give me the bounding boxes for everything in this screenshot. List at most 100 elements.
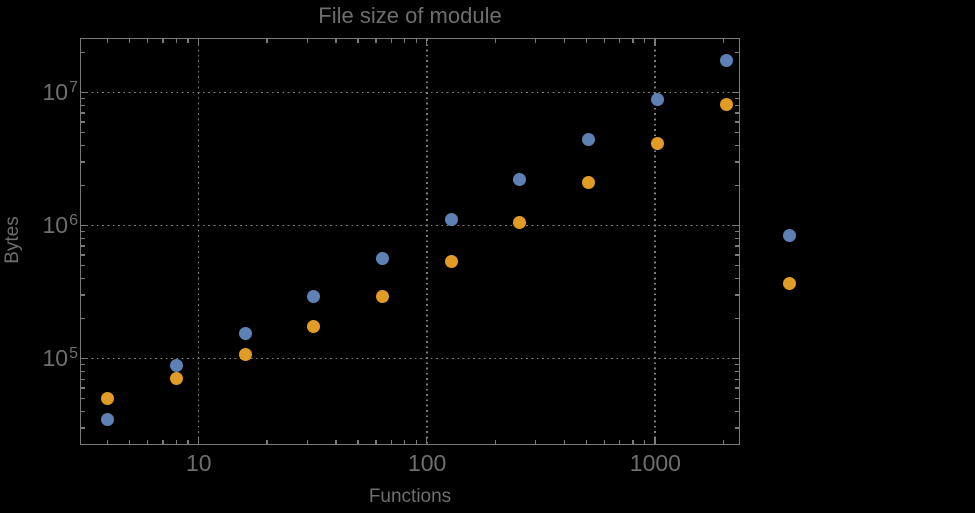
y-minor-tick-left: [81, 230, 85, 233]
chart-title: File size of module: [318, 3, 502, 28]
x-minor-tick-bottom: [643, 440, 646, 444]
x-minor-tick-top: [723, 39, 725, 43]
data-point-series-2-orange: [513, 216, 527, 230]
x-gridline: [425, 39, 428, 444]
x-minor-tick-bottom: [335, 440, 337, 444]
y-major-tick-right: [732, 224, 739, 227]
x-minor-tick-bottom: [266, 440, 268, 444]
x-major-tick-bottom: [426, 437, 428, 444]
x-minor-tick-top: [357, 39, 359, 43]
data-point-series-1-blue: [101, 412, 115, 426]
y-minor-tick-left: [81, 317, 85, 320]
y-minor-tick-left: [81, 387, 85, 389]
x-tick-label: 1000: [629, 450, 681, 476]
x-minor-tick-bottom: [175, 440, 177, 444]
y-major-tick-right: [732, 357, 739, 360]
data-point-series-1-blue: [582, 132, 596, 146]
y-major-tick-right: [732, 91, 739, 94]
x-minor-tick-top: [266, 39, 268, 43]
x-minor-tick-bottom: [563, 440, 565, 444]
y-tick-base: 10: [42, 344, 69, 371]
data-point-series-2-orange: [650, 136, 664, 150]
x-minor-tick-bottom: [723, 440, 725, 444]
x-tick-label: 10: [186, 450, 212, 476]
x-minor-tick-top: [494, 39, 497, 43]
x-minor-tick-bottom: [534, 440, 537, 444]
y-minor-tick-left: [81, 370, 85, 373]
x-minor-tick-top: [390, 39, 392, 43]
x-gridline: [654, 39, 656, 444]
x-minor-tick-bottom: [106, 440, 109, 444]
y-minor-tick-right: [735, 397, 739, 400]
x-minor-tick-top: [106, 39, 109, 43]
data-point-series-2-orange: [783, 276, 797, 290]
x-minor-tick-bottom: [187, 440, 189, 444]
x-minor-tick-top: [618, 39, 621, 43]
x-minor-tick-top: [335, 39, 337, 43]
data-point-series-1-blue: [513, 172, 527, 186]
y-minor-tick-left: [81, 112, 85, 114]
x-tick-label: 100: [407, 450, 447, 476]
x-minor-tick-bottom: [390, 440, 392, 444]
x-minor-tick-top: [403, 39, 406, 43]
data-point-series-2-orange: [307, 320, 321, 334]
x-minor-tick-top: [187, 39, 189, 43]
data-point-series-2-orange: [101, 392, 115, 406]
x-minor-tick-bottom: [357, 440, 359, 444]
x-minor-tick-bottom: [306, 440, 308, 444]
y-minor-tick-left: [81, 254, 85, 256]
y-minor-tick-right: [735, 410, 739, 413]
y-minor-tick-right: [735, 161, 739, 163]
x-minor-tick-top: [129, 39, 131, 43]
x-minor-tick-top: [603, 39, 605, 43]
data-point-series-2-orange: [582, 176, 596, 190]
x-minor-tick-top: [306, 39, 308, 43]
data-point-series-2-orange: [444, 254, 458, 268]
data-point-series-1-blue: [719, 53, 733, 67]
y-minor-tick-right: [735, 363, 739, 366]
x-axis-label: Functions: [368, 486, 452, 507]
y-major-tick-left: [81, 357, 88, 360]
data-point-series-2-orange: [169, 372, 183, 386]
x-minor-tick-bottom: [162, 440, 164, 444]
data-point-series-1-blue: [169, 359, 183, 373]
y-minor-tick-left: [81, 237, 85, 240]
x-minor-tick-bottom: [129, 440, 131, 444]
x-minor-tick-bottom: [603, 440, 605, 444]
y-minor-tick-left: [81, 104, 85, 106]
x-major-tick-top: [426, 39, 428, 46]
data-point-series-1-blue: [307, 289, 321, 303]
y-minor-tick-right: [735, 51, 739, 53]
y-minor-tick-right: [735, 370, 739, 373]
y-tick-exponent: 5: [69, 344, 78, 362]
data-point-series-1-blue: [444, 212, 458, 226]
x-minor-tick-top: [175, 39, 177, 43]
y-major-tick-left: [81, 224, 88, 227]
x-minor-tick-bottom: [632, 440, 634, 444]
x-minor-tick-bottom: [147, 440, 149, 444]
x-gridline: [197, 39, 200, 444]
x-minor-tick-top: [585, 39, 587, 43]
y-minor-tick-left: [81, 121, 85, 123]
y-minor-tick-left: [81, 161, 85, 163]
y-minor-tick-left: [81, 51, 85, 53]
y-minor-tick-right: [735, 144, 739, 147]
y-minor-tick-left: [81, 378, 85, 380]
y-minor-tick-right: [735, 378, 739, 380]
y-tick-label: 107: [0, 78, 79, 104]
x-major-tick-bottom: [197, 437, 200, 444]
y-gridline: [81, 91, 739, 94]
y-minor-tick-right: [735, 277, 739, 280]
x-major-tick-top: [197, 39, 200, 46]
x-major-tick-bottom: [654, 437, 656, 444]
x-minor-tick-top: [415, 39, 417, 43]
data-point-series-1-blue: [650, 92, 664, 106]
x-minor-tick-top: [563, 39, 565, 43]
data-point-series-1-blue: [238, 326, 252, 340]
y-tick-base: 10: [42, 211, 69, 238]
y-tick-exponent: 7: [69, 78, 78, 96]
y-minor-tick-right: [735, 112, 739, 114]
x-minor-tick-top: [643, 39, 646, 43]
x-minor-tick-top: [534, 39, 537, 43]
